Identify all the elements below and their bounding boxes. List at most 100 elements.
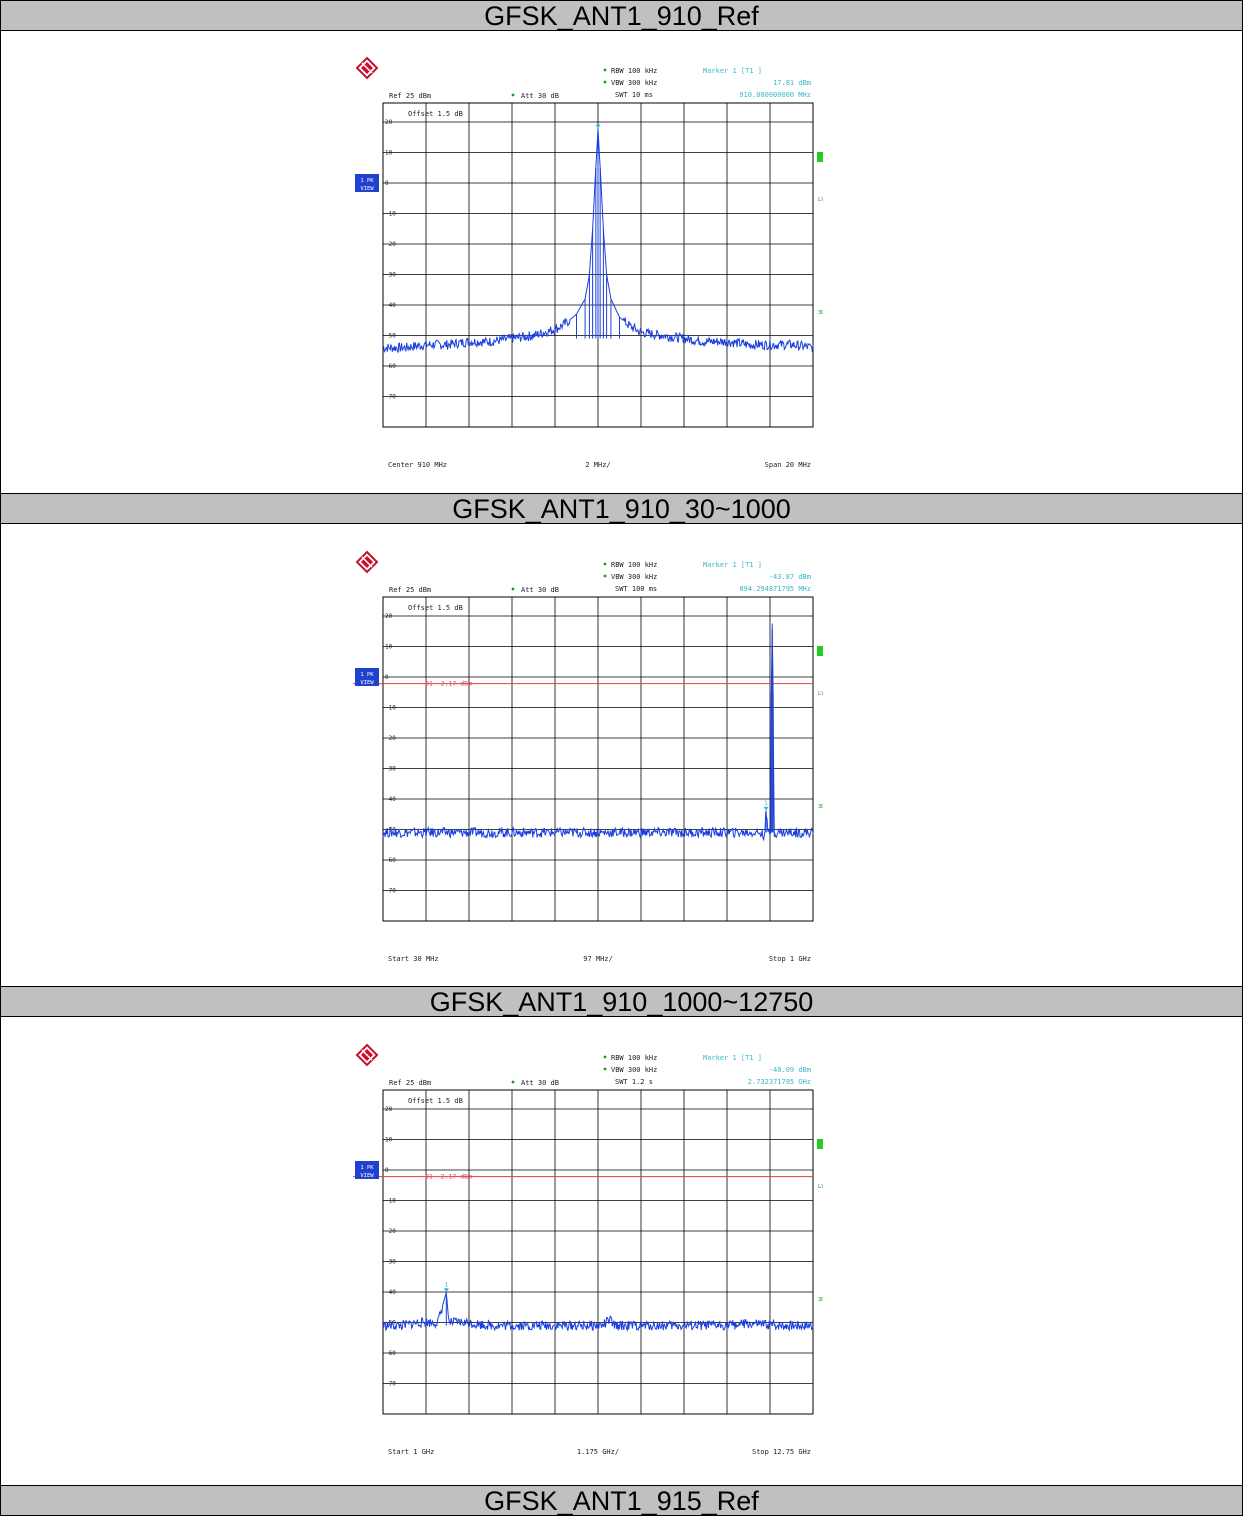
y-tick-label: -60 xyxy=(385,1350,396,1357)
offset-label: Offset 1.5 dB xyxy=(408,604,463,612)
asterisk-icon xyxy=(511,587,515,591)
y-tick-label: -10 xyxy=(385,211,396,218)
asterisk-icon xyxy=(603,1055,607,1059)
marker-label: Marker 1 [T1 ] xyxy=(703,67,762,75)
offset-label: Offset 1.5 dB xyxy=(408,110,463,118)
trace-mode-1: 1 PK xyxy=(360,672,374,678)
rohde-schwarz-logo-icon xyxy=(355,550,379,574)
header-att: Att 30 dB xyxy=(521,586,559,594)
asterisk-icon xyxy=(603,80,607,84)
spectrum-trace xyxy=(382,1293,814,1332)
side-lvl-label: LVL xyxy=(818,1184,823,1190)
y-tick-label: -70 xyxy=(385,888,396,895)
grid xyxy=(383,1090,813,1415)
y-tick-label: 0 xyxy=(385,180,389,187)
y-tick-label: -30 xyxy=(385,1259,396,1266)
section-body: Ref 25 dBm Att 30 dB RBW 100 kHz VBW 300 kH… xyxy=(0,524,1243,1010)
side-a-label: A xyxy=(822,1142,823,1148)
side-a-label: A xyxy=(822,649,823,655)
marker-1-icon xyxy=(443,1288,449,1293)
asterisk-icon xyxy=(603,1067,607,1071)
x-right-label: Stop 12.75 GHz xyxy=(752,1448,811,1456)
x-left-label: Start 30 MHz xyxy=(388,955,439,963)
side-lvl-label: LVL xyxy=(818,197,823,203)
y-tick-label: -20 xyxy=(385,1228,396,1235)
rohde-schwarz-logo-icon xyxy=(355,1043,379,1067)
y-tick-label: -70 xyxy=(385,1381,396,1388)
marker-value: -40.09 dBm xyxy=(769,1066,811,1074)
trace-mode-1: 1 PK xyxy=(360,178,374,184)
asterisk-icon xyxy=(603,574,607,578)
display-line-label: D1 -2.17 dBm xyxy=(425,1173,472,1181)
y-tick-label: 20 xyxy=(385,613,393,620)
side-3db-label: 3DB xyxy=(818,804,823,810)
y-tick-label: -40 xyxy=(385,1289,396,1296)
header-vbw: VBW 300 kHz xyxy=(611,79,657,87)
x-mid-label: 1.175 GHz/ xyxy=(577,1448,619,1456)
asterisk-icon xyxy=(511,1080,515,1084)
offset-label: Offset 1.5 dB xyxy=(408,1097,463,1105)
marker-number: 1 xyxy=(764,800,768,807)
rohde-schwarz-logo-icon xyxy=(355,56,379,80)
marker-frequency: 894.294871795 MHz xyxy=(739,585,811,593)
x-mid-label: 2 MHz/ xyxy=(585,461,610,469)
asterisk-icon xyxy=(511,93,515,97)
y-tick-label: 0 xyxy=(385,1167,389,1174)
side-3db-label: 3DB xyxy=(818,310,823,316)
y-tick-label: -30 xyxy=(385,272,396,279)
trace-mode-badge: 1 PK VIEW xyxy=(355,668,379,686)
marker-frequency: 910.000000000 MHz xyxy=(739,91,811,99)
asterisk-icon xyxy=(603,68,607,72)
marker-1-icon xyxy=(595,124,601,129)
side-3db-label: 3DB xyxy=(818,1297,823,1303)
section-body: Ref 25 dBm Att 30 dB RBW 100 kHz VBW 300 kH… xyxy=(0,1017,1243,1503)
section-title: GFSK_ANT1_910_Ref xyxy=(0,0,1243,31)
y-tick-label: -50 xyxy=(385,1320,396,1327)
header-ref: Ref 25 dBm xyxy=(389,92,431,100)
side-a-badge: A xyxy=(817,1139,823,1149)
y-tick-label: -50 xyxy=(385,333,396,340)
marker-1-icon xyxy=(763,806,769,811)
y-tick-label: -60 xyxy=(385,857,396,864)
header-ref: Ref 25 dBm xyxy=(389,586,431,594)
y-tick-label: -20 xyxy=(385,241,396,248)
y-tick-label: -40 xyxy=(385,796,396,803)
grid xyxy=(383,597,813,922)
trace-mode-2: VIEW xyxy=(360,1173,374,1179)
spectrum-plot: Ref 25 dBm Att 30 dB RBW 100 kHz VBW 300 kH… xyxy=(353,56,823,516)
trace-mode-badge: 1 PK VIEW xyxy=(355,174,379,192)
spectrum-plot: Ref 25 dBm Att 30 dB RBW 100 kHz VBW 300 kH… xyxy=(353,550,823,1010)
y-tick-label: -20 xyxy=(385,735,396,742)
side-a-badge: A xyxy=(817,152,823,162)
spectrum-plot: Ref 25 dBm Att 30 dB RBW 100 kHz VBW 300 kH… xyxy=(353,1043,823,1503)
header-rbw: RBW 100 kHz xyxy=(611,1054,657,1062)
trace-mode-2: VIEW xyxy=(360,680,374,686)
spectrum-svg: Ref 25 dBm Att 30 dB RBW 100 kHz VBW 300 kH… xyxy=(355,56,823,516)
side-a-label: A xyxy=(822,155,823,161)
header-att: Att 30 dB xyxy=(521,92,559,100)
x-right-label: Stop 1 GHz xyxy=(769,955,811,963)
y-tick-label: -60 xyxy=(385,363,396,370)
x-right-label: Span 20 MHz xyxy=(765,461,811,469)
y-tick-label: 10 xyxy=(385,150,393,157)
y-tick-label: 20 xyxy=(385,119,393,126)
display-line-label: D1 -2.17 dBm xyxy=(425,680,472,688)
trace-mode-2: VIEW xyxy=(360,186,374,192)
section-body: Ref 25 dBm Att 30 dB RBW 100 kHz VBW 300 kH… xyxy=(0,31,1243,516)
header-att: Att 30 dB xyxy=(521,1079,559,1087)
y-tick-label: -70 xyxy=(385,394,396,401)
header-swt: SWT 100 ms xyxy=(615,585,657,593)
marker-value: -43.87 dBm xyxy=(769,573,811,581)
y-tick-label: -10 xyxy=(385,1198,396,1205)
marker-value: 17.81 dBm xyxy=(773,79,811,87)
x-mid-label: 97 MHz/ xyxy=(583,955,613,963)
x-left-label: Start 1 GHz xyxy=(388,1448,434,1456)
section-title: GFSK_ANT1_915_Ref xyxy=(0,1485,1243,1516)
marker-frequency: 2.732371795 GHz xyxy=(748,1078,811,1086)
spectrum-svg: Ref 25 dBm Att 30 dB RBW 100 kHz VBW 300 kH… xyxy=(353,550,823,1010)
header-rbw: RBW 100 kHz xyxy=(611,561,657,569)
y-tick-label: 10 xyxy=(385,644,393,651)
header-ref: Ref 25 dBm xyxy=(389,1079,431,1087)
spectrum-trace xyxy=(382,628,814,842)
